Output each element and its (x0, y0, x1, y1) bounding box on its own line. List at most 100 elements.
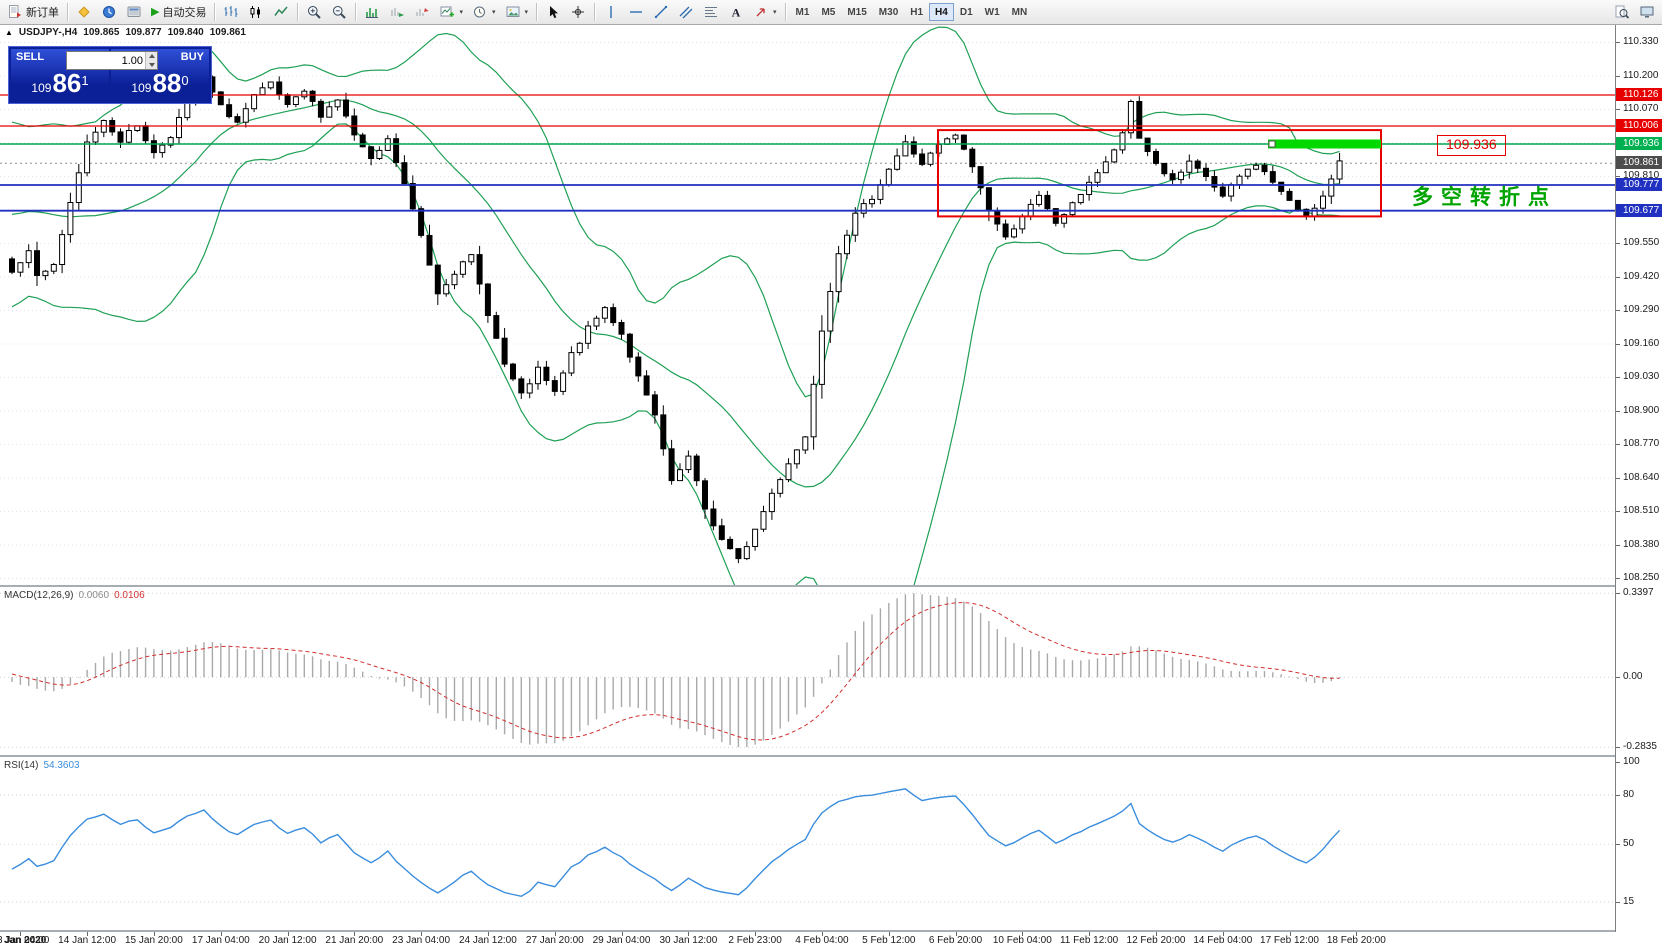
time-axis-tick (153, 932, 155, 936)
macd-axis-label: -0.2835 (1616, 741, 1662, 753)
tf-button-h1[interactable]: H1 (904, 3, 929, 21)
price-annotation[interactable]: 109.936 (1437, 135, 1506, 156)
terminal-button[interactable] (122, 2, 146, 22)
crosshair-icon (572, 6, 585, 18)
search-icon (1615, 5, 1630, 19)
object-handle[interactable] (1268, 140, 1276, 148)
new-chart-button[interactable]: ▾ (435, 2, 467, 22)
autotrading-label: 自动交易 (162, 7, 207, 19)
tf-button-m30[interactable]: M30 (873, 3, 904, 21)
price-axis-label: 109.810 (1616, 170, 1662, 182)
range-rectangle[interactable] (937, 129, 1382, 218)
vertical-line-icon (610, 6, 612, 18)
chart-shift-button[interactable] (410, 2, 434, 22)
indicators-button[interactable] (360, 2, 384, 22)
arrows-button[interactable]: ▾ (749, 2, 781, 22)
tf-button-h4[interactable]: H4 (929, 3, 954, 21)
price-axis-label: 108.250 (1616, 572, 1662, 584)
rsi-title: RSI(14) (4, 760, 39, 771)
channel-button[interactable] (674, 2, 698, 22)
time-axis-label: 17 Jan 04:00 (191, 935, 250, 946)
time-axis-label: 10 Feb 04:00 (992, 935, 1052, 946)
price-badge: 109.677 (1616, 203, 1662, 217)
price-axis-label: 109.290 (1616, 304, 1662, 316)
tf-button-d1[interactable]: D1 (954, 3, 979, 21)
periods-button[interactable]: ▾ (468, 2, 500, 22)
search-button[interactable] (1610, 2, 1634, 22)
channel-icon (679, 6, 693, 19)
macd-label: MACD(12,26,9) 0.0060 0.0106 (4, 590, 145, 601)
zoom-in-button[interactable] (302, 2, 326, 22)
rsi-pane[interactable] (0, 757, 1615, 930)
market-watch-button[interactable] (97, 2, 121, 22)
time-axis[interactable]: Jan 202013 Jan 04:00 14 Jan 12:00 15 Jan 2… (0, 932, 1662, 949)
price-axis[interactable]: 110.330110.200110.070109.940109.810109.6… (1615, 24, 1662, 932)
cursor-button[interactable] (541, 2, 565, 22)
volume-up-button[interactable] (146, 52, 157, 61)
indicators-icon (366, 8, 379, 18)
price-badge: 109.861 (1616, 156, 1662, 170)
time-axis-label: 29 Jan 04:00 (592, 935, 651, 946)
candlestick-button[interactable] (244, 2, 268, 22)
candlestick-icon (250, 6, 261, 18)
metaeditor-button[interactable] (72, 2, 96, 22)
time-axis-label: 14 Feb 04:00 (1193, 935, 1253, 946)
auto-scroll-button[interactable] (385, 2, 409, 22)
time-axis-label: 27 Jan 20:00 (525, 935, 584, 946)
time-axis-tick (821, 932, 823, 936)
macd-axis-label: 0.3397 (1616, 587, 1662, 599)
price-axis-label: 110.070 (1616, 103, 1662, 115)
time-axis-label: 17 Feb 12:00 (1260, 935, 1319, 946)
time-axis-label: 24 Jan 12:00 (458, 935, 517, 946)
bar-chart-button[interactable] (219, 2, 243, 22)
text-icon: A (732, 6, 741, 20)
macd-title: MACD(12,26,9) (4, 590, 74, 601)
fibonacci-icon (705, 7, 718, 17)
time-axis-tick (955, 932, 957, 936)
tf-button-m15[interactable]: M15 (841, 3, 872, 21)
toolbar-separator (784, 3, 786, 21)
line-chart-button[interactable] (269, 2, 293, 22)
time-axis-tick (1356, 932, 1358, 936)
time-axis-period-label: Jan 2020 (4, 935, 47, 946)
main-chart-pane[interactable] (0, 24, 1615, 585)
periods-icon (473, 6, 485, 18)
tf-button-mn[interactable]: MN (1006, 3, 1034, 21)
one-click-trading-panel: SELL 109861 BUY 109880 (8, 46, 212, 104)
text-button[interactable]: A (724, 2, 748, 22)
volume-input[interactable] (67, 54, 145, 67)
cn-note-annotation[interactable]: 多空转折点 (1412, 186, 1557, 209)
resistance-highlight-bar[interactable] (1268, 139, 1381, 149)
tf-button-m5[interactable]: M5 (815, 3, 841, 21)
tf-button-m1[interactable]: M1 (790, 3, 816, 21)
window-layout-button[interactable] (1635, 2, 1659, 22)
trendline-icon (654, 5, 668, 19)
trendline-button[interactable] (649, 2, 673, 22)
toolbar: 新订单 ▶ 自动交易 (0, 0, 1662, 25)
zoom-out-button[interactable] (327, 2, 351, 22)
pane-separator[interactable] (0, 755, 1662, 758)
crosshair-button[interactable] (566, 2, 590, 22)
new-order-icon (9, 5, 21, 18)
autotrading-play-icon: ▶ (151, 5, 160, 18)
fibonacci-button[interactable] (699, 2, 723, 22)
autotrading-button[interactable]: ▶ 自动交易 (147, 2, 210, 22)
volume-down-button[interactable] (146, 60, 157, 69)
monitor-icon (1640, 6, 1654, 18)
line-chart-icon (274, 6, 289, 16)
vertical-line-button[interactable] (599, 2, 623, 22)
new-order-button[interactable]: 新订单 (3, 2, 63, 22)
trade-panel-toggle[interactable]: ▲ (5, 28, 13, 37)
time-axis-tick (688, 932, 690, 936)
templates-button[interactable]: ▾ (501, 2, 533, 22)
horizontal-line-button[interactable] (624, 2, 648, 22)
dropdown-caret: ▾ (773, 9, 777, 16)
toolbar-separator (536, 3, 538, 21)
chart-window: 110.330110.200110.070109.940109.810109.6… (0, 24, 1662, 949)
time-axis-label: 14 Jan 12:00 (58, 935, 117, 946)
time-axis-tick (287, 932, 289, 936)
time-axis-tick (354, 932, 356, 936)
tf-button-w1[interactable]: W1 (979, 3, 1006, 21)
pane-separator[interactable] (0, 585, 1662, 588)
macd-pane[interactable] (0, 587, 1615, 755)
